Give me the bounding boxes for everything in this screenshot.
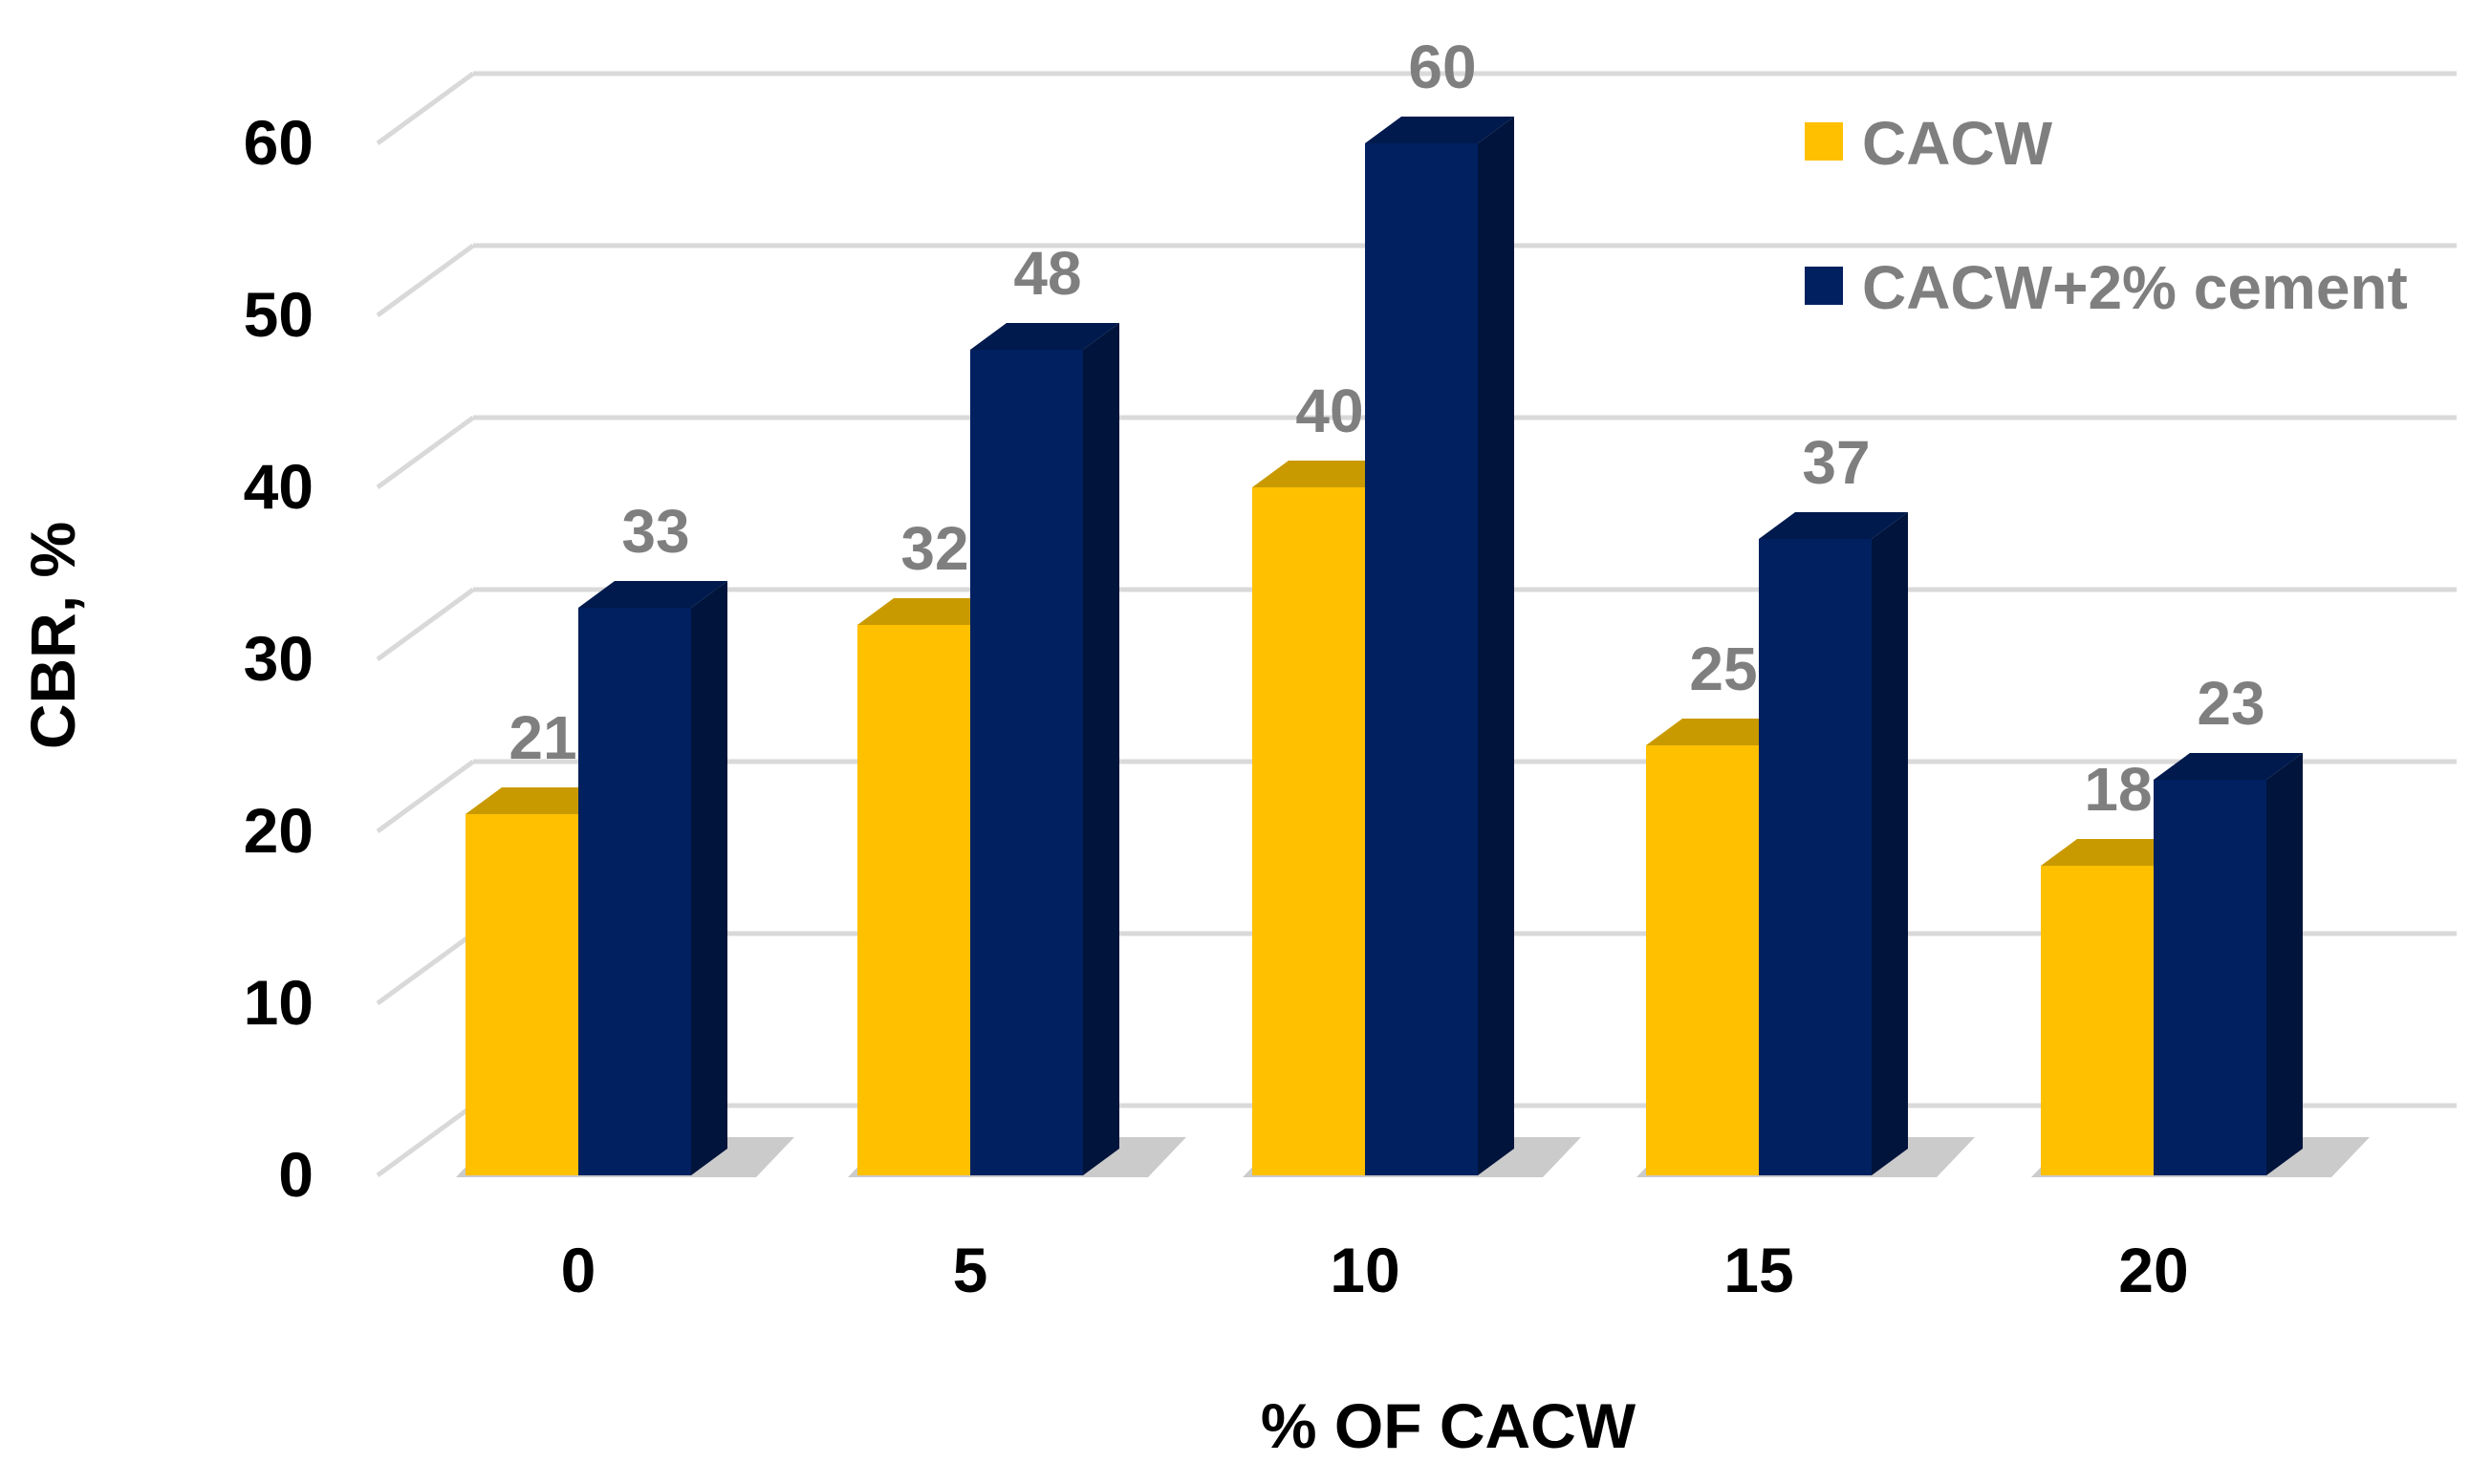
gridline-depth <box>376 243 475 318</box>
data-label: 21 <box>509 703 576 772</box>
data-label: 48 <box>1013 239 1081 308</box>
legend-swatch-cacw-cement <box>1805 267 1843 305</box>
y-tick-label: 0 <box>278 1139 314 1210</box>
bar-top <box>857 598 1007 625</box>
bar-side <box>1478 117 1514 1175</box>
x-tick-label: 15 <box>1723 1235 1793 1305</box>
y-axis-title: CBR, % <box>17 522 88 749</box>
bar-top <box>1252 461 1401 487</box>
y-tick-label: 10 <box>244 967 314 1038</box>
bar-front <box>857 625 970 1175</box>
bar-front <box>2154 780 2266 1175</box>
y-tick-label: 20 <box>244 795 314 866</box>
bar-cacw-cement <box>1759 512 1908 1175</box>
legend: CACW CACW+2% cement <box>1805 109 2408 322</box>
gridline-depth <box>376 71 475 146</box>
bar-front <box>1365 143 1478 1175</box>
x-axis-title: % OF CACW <box>1261 1390 1636 1461</box>
data-label: 60 <box>1408 32 1476 101</box>
gridline-depth <box>376 415 475 490</box>
y-tick-label: 50 <box>244 279 314 350</box>
bar-top <box>2154 753 2303 780</box>
bar-front <box>466 814 578 1175</box>
gridline-depth <box>376 1103 475 1178</box>
y-tick-label: 60 <box>244 107 314 178</box>
y-tick-label: 30 <box>244 623 314 694</box>
bar-top <box>466 787 615 814</box>
bar-top <box>970 323 1119 350</box>
gridline-depth <box>376 931 475 1006</box>
data-label: 40 <box>1295 376 1363 445</box>
bar-cacw-cement <box>578 581 727 1175</box>
data-label: 33 <box>621 497 689 566</box>
bars <box>466 117 2303 1175</box>
bar-top <box>1759 512 1908 539</box>
bar-top <box>1365 117 1514 143</box>
gridline-depth <box>376 759 475 834</box>
x-tick-label: 0 <box>561 1235 596 1305</box>
data-labels: 21 33 32 48 40 60 25 37 18 23 <box>509 32 2264 824</box>
bar-top <box>578 581 727 608</box>
bar-front <box>970 350 1083 1175</box>
bar-front <box>2041 866 2154 1175</box>
bar-front <box>578 608 691 1175</box>
x-tick-label: 5 <box>953 1235 988 1305</box>
bar-top <box>2041 839 2190 866</box>
bar-side <box>1872 512 1908 1175</box>
legend-swatch-cacw <box>1805 122 1843 161</box>
bar-side <box>1083 323 1119 1175</box>
legend-label-cacw: CACW <box>1862 109 2053 178</box>
bar-cacw-cement <box>1365 117 1514 1175</box>
legend-label-cacw-cement: CACW+2% cement <box>1862 253 2408 322</box>
bar-front <box>1252 487 1365 1175</box>
bar-front <box>1759 539 1872 1175</box>
x-tick-label: 10 <box>1330 1235 1399 1305</box>
x-tick-label: 20 <box>2118 1235 2188 1305</box>
bar-side <box>2266 753 2303 1175</box>
data-label: 23 <box>2197 669 2264 738</box>
y-tick-label: 40 <box>244 451 314 522</box>
axes: CBR, % % OF CACW 0 10 20 30 40 50 60 0 5 10 15 20 <box>17 107 2189 1461</box>
bar-cacw-cement <box>2154 753 2303 1175</box>
data-label: 25 <box>1689 634 1757 703</box>
bar-cacw-cement <box>970 323 1119 1175</box>
gridline <box>376 71 2457 146</box>
data-label: 18 <box>2084 755 2152 824</box>
bar-front <box>1646 745 1759 1175</box>
bar-side <box>691 581 727 1175</box>
data-label: 37 <box>1802 428 1870 497</box>
data-label: 32 <box>900 514 968 583</box>
bar-top <box>1646 719 1795 745</box>
gridline-depth <box>376 587 475 662</box>
